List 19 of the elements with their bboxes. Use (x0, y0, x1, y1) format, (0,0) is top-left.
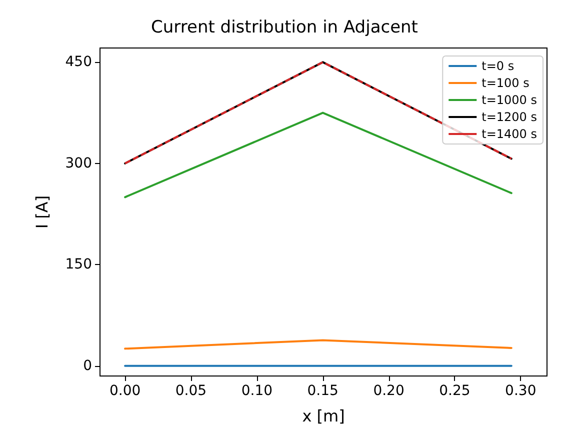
x-tick-label: 0.10 (241, 383, 272, 399)
x-tick-label: 0.20 (373, 383, 404, 399)
chart-title: Current distribution in Adjacent (151, 18, 418, 38)
x-tick-label: 0.15 (307, 383, 338, 399)
x-tick-label: 0.05 (175, 383, 207, 399)
y-tick-label: 150 (65, 256, 92, 273)
y-tick-label: 0 (83, 358, 92, 374)
legend-label: t=1400 s (482, 127, 538, 141)
legend-label: t=1200 s (482, 110, 538, 124)
legend-label: t=0 s (482, 59, 514, 73)
legend-label: t=100 s (482, 76, 530, 90)
x-tick-label: 0.00 (109, 383, 141, 399)
y-axis-title: I [A] (32, 195, 52, 229)
y-tick-label: 300 (65, 155, 92, 172)
x-tick-label: 0.25 (439, 383, 470, 399)
y-tick-label: 450 (65, 54, 92, 70)
legend-label: t=1000 s (482, 93, 538, 107)
x-tick-label: 0.30 (505, 383, 536, 399)
x-axis-title: x [m] (302, 406, 345, 426)
